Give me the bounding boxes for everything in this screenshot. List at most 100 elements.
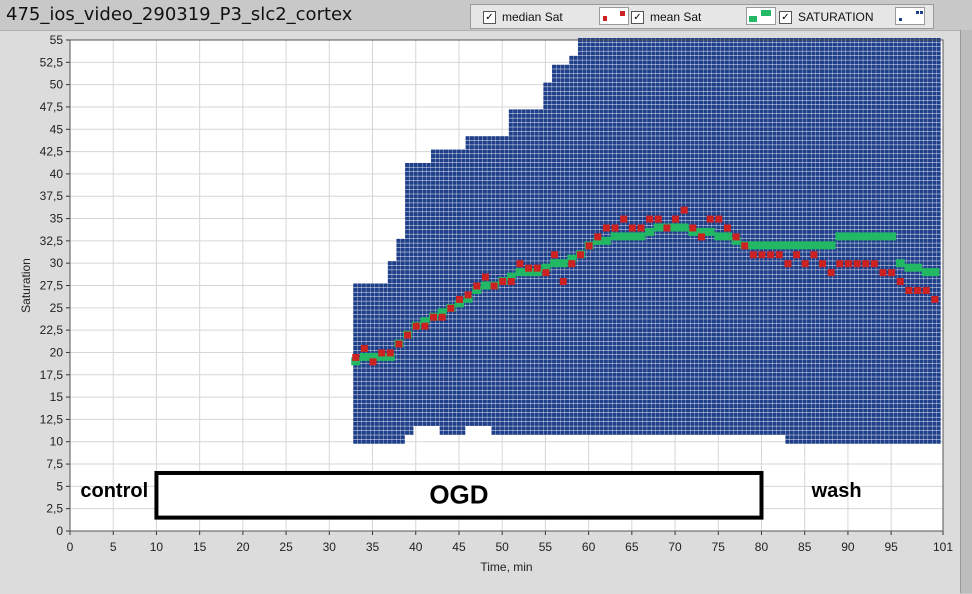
- saturation-point: [392, 431, 396, 435]
- saturation-point: [591, 355, 595, 359]
- saturation-point: [500, 391, 504, 395]
- saturation-point: [383, 319, 387, 323]
- saturation-point: [422, 391, 426, 395]
- saturation-point: [617, 118, 621, 122]
- saturation-point: [522, 239, 526, 243]
- saturation-point: [401, 275, 405, 279]
- saturation-point: [638, 51, 642, 55]
- saturation-point: [492, 395, 496, 399]
- saturation-point: [548, 364, 552, 368]
- saturation-point: [505, 292, 509, 296]
- saturation-point: [651, 292, 655, 296]
- saturation-point: [604, 141, 608, 145]
- saturation-point: [422, 212, 426, 216]
- saturation-point: [621, 83, 625, 87]
- saturation-point: [470, 221, 474, 225]
- saturation-point: [457, 230, 461, 234]
- saturation-point: [582, 408, 586, 412]
- saturation-point: [634, 328, 638, 332]
- saturation-point: [543, 150, 547, 154]
- saturation-point: [487, 176, 491, 180]
- saturation-point: [613, 315, 617, 319]
- saturation-point: [608, 69, 612, 73]
- saturation-point: [509, 382, 513, 386]
- saturation-point: [513, 252, 517, 256]
- saturation-point: [630, 355, 634, 359]
- saturation-point: [656, 154, 660, 158]
- saturation-point: [634, 78, 638, 82]
- saturation-point: [591, 136, 595, 140]
- saturation-point: [409, 167, 413, 171]
- saturation-point: [396, 359, 400, 363]
- saturation-point: [569, 342, 573, 346]
- saturation-point: [470, 373, 474, 377]
- saturation-point: [608, 266, 612, 270]
- saturation-point: [552, 194, 556, 198]
- saturation-point: [461, 270, 465, 274]
- saturation-point: [569, 159, 573, 163]
- saturation-point: [651, 337, 655, 341]
- saturation-point: [513, 203, 517, 207]
- saturation-point: [366, 395, 370, 399]
- saturation-point: [505, 417, 509, 421]
- saturation-point: [513, 373, 517, 377]
- saturation-point: [561, 154, 565, 158]
- saturation-point: [656, 355, 660, 359]
- saturation-point: [613, 150, 617, 154]
- saturation-point: [530, 408, 534, 412]
- saturation-point: [457, 324, 461, 328]
- saturation-point: [565, 203, 569, 207]
- saturation-point: [651, 355, 655, 359]
- saturation-point: [353, 426, 357, 430]
- saturation-point: [556, 426, 560, 430]
- saturation-point: [509, 431, 513, 435]
- saturation-point: [500, 208, 504, 212]
- saturation-point: [530, 132, 534, 136]
- saturation-point: [448, 257, 452, 261]
- saturation-point: [466, 257, 470, 261]
- saturation-point: [431, 408, 435, 412]
- saturation-point: [600, 413, 604, 417]
- saturation-point: [422, 248, 426, 252]
- saturation-point: [448, 181, 452, 185]
- saturation-point: [604, 342, 608, 346]
- saturation-point: [418, 203, 422, 207]
- saturation-point: [634, 261, 638, 265]
- saturation-point: [409, 212, 413, 216]
- saturation-point: [561, 234, 565, 238]
- saturation-point: [474, 301, 478, 305]
- saturation-point: [643, 364, 647, 368]
- saturation-point: [409, 261, 413, 265]
- saturation-point: [543, 306, 547, 310]
- saturation-point: [435, 203, 439, 207]
- saturation-point: [422, 167, 426, 171]
- saturation-point: [517, 373, 521, 377]
- saturation-point: [470, 243, 474, 247]
- saturation-point: [582, 212, 586, 216]
- saturation-point: [505, 431, 509, 435]
- saturation-point: [613, 181, 617, 185]
- saturation-point: [548, 217, 552, 221]
- saturation-point: [582, 319, 586, 323]
- saturation-point: [600, 92, 604, 96]
- saturation-point: [500, 346, 504, 350]
- saturation-point: [613, 163, 617, 167]
- saturation-point: [440, 377, 444, 381]
- saturation-point: [543, 154, 547, 158]
- saturation-point: [552, 172, 556, 176]
- saturation-point: [388, 364, 392, 368]
- saturation-point: [362, 417, 366, 421]
- saturation-point: [595, 145, 599, 149]
- saturation-point: [466, 377, 470, 381]
- saturation-point: [651, 203, 655, 207]
- saturation-point: [466, 346, 470, 350]
- saturation-point: [409, 248, 413, 252]
- saturation-point: [634, 185, 638, 189]
- saturation-point: [565, 382, 569, 386]
- saturation-point: [474, 328, 478, 332]
- saturation-point: [448, 417, 452, 421]
- saturation-point: [505, 266, 509, 270]
- saturation-point: [496, 355, 500, 359]
- saturation-point: [548, 109, 552, 113]
- saturation-point: [409, 373, 413, 377]
